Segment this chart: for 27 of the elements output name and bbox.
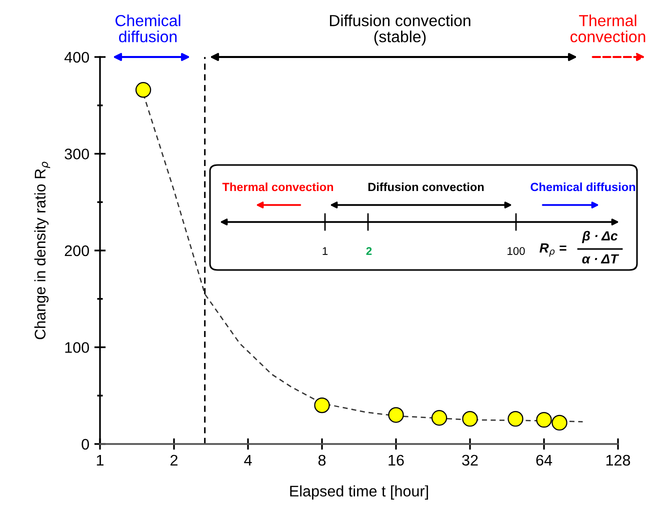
- x-tick-label: 32: [462, 454, 478, 466]
- annotation: 2: [366, 247, 372, 255]
- y-axis-title: Change in density ratio R$_{ρ}$: [34, 162, 50, 340]
- annotation: 1: [322, 247, 328, 255]
- annotation: Chemical diffusion: [530, 182, 636, 192]
- y-tick-label: 100: [65, 342, 89, 353]
- annotation: Thermal convection: [222, 182, 334, 192]
- text: Diffusion convection (stable): [330, 14, 470, 46]
- x-tick-label: 4: [244, 454, 252, 466]
- x-tick-label: 8: [318, 454, 326, 466]
- x-tick-label: 2: [170, 454, 178, 466]
- annotation: R$_{ρ}$ =: [540, 243, 566, 257]
- y-tick-label: 0: [82, 438, 89, 450]
- x-tick-label: 64: [536, 454, 552, 466]
- annotation: Diffusion convection: [368, 182, 484, 192]
- x-tick-label: 16: [388, 454, 404, 466]
- annotation: β · Δc: [582, 230, 618, 244]
- x-tick-label: 128: [606, 454, 630, 466]
- annotation: 100: [508, 247, 525, 255]
- text: Chemical diffusion: [116, 14, 180, 42]
- x-tick-label: 1: [96, 454, 104, 466]
- y-tick-label: 400: [64, 52, 89, 63]
- annotation: α · ΔT: [582, 254, 620, 264]
- y-tick-label: 300: [64, 148, 89, 160]
- x-axis-title: Elapsed time t [hour]: [290, 485, 428, 500]
- text: Thermal convection: [570, 14, 646, 42]
- y-tick-label: 200: [64, 245, 89, 256]
